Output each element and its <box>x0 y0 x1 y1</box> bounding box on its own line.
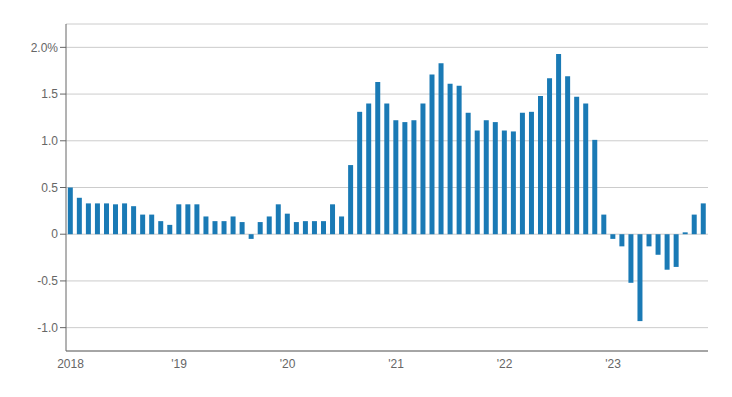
svg-text:'23: '23 <box>605 357 621 371</box>
svg-text:0.5: 0.5 <box>41 181 58 195</box>
svg-text:0: 0 <box>51 227 58 241</box>
svg-text:'20: '20 <box>280 357 296 371</box>
svg-text:1.5: 1.5 <box>41 87 58 101</box>
svg-text:'19: '19 <box>171 357 187 371</box>
svg-text:2018: 2018 <box>57 357 84 371</box>
svg-text:1.0: 1.0 <box>41 134 58 148</box>
svg-text:-1.0: -1.0 <box>37 321 58 335</box>
svg-text:'21: '21 <box>388 357 404 371</box>
svg-text:-0.5: -0.5 <box>37 274 58 288</box>
svg-text:'22: '22 <box>497 357 513 371</box>
svg-text:2.0%: 2.0% <box>31 41 59 55</box>
